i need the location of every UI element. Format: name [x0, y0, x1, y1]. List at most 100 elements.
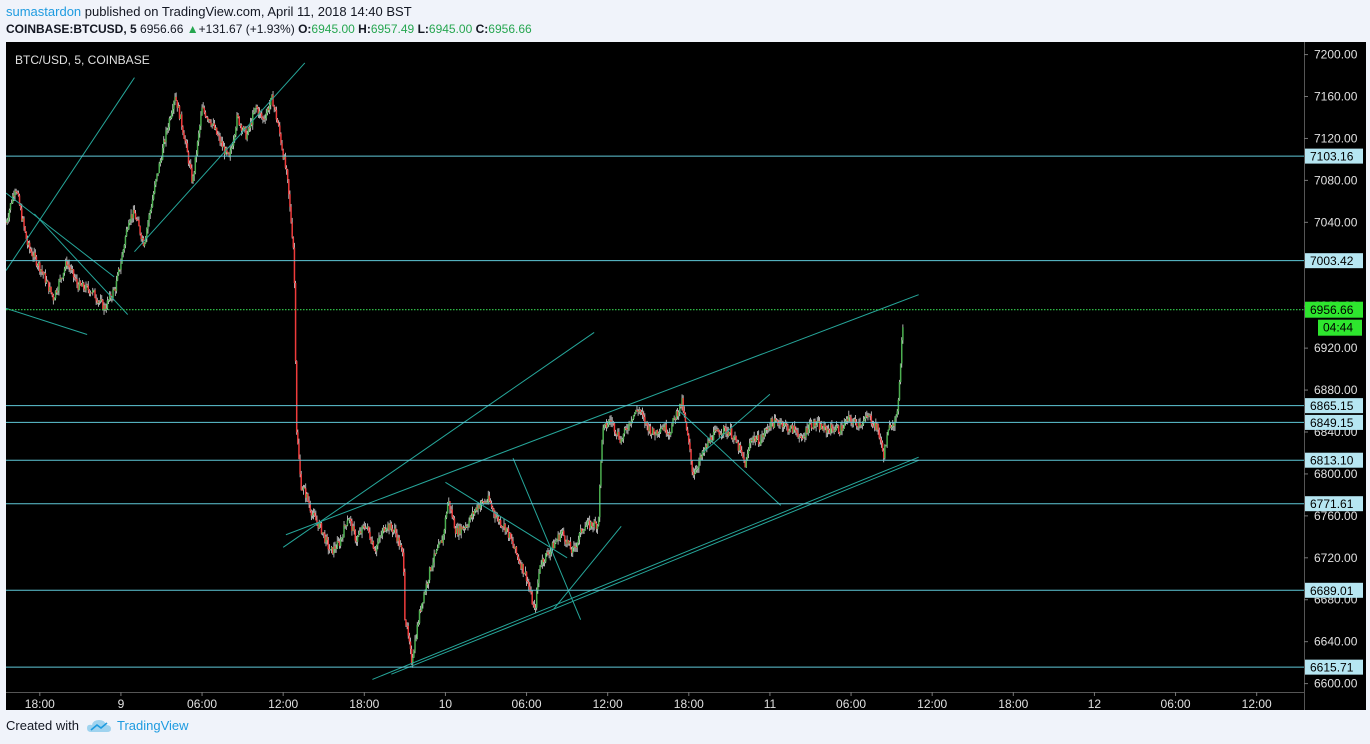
candle-body: [516, 553, 519, 557]
candle-body: [664, 424, 666, 431]
candle-body: [750, 440, 752, 444]
candle-body: [511, 538, 513, 541]
candle-body: [548, 554, 550, 556]
last-price-tag: [1305, 301, 1363, 318]
candle-body: [671, 425, 673, 433]
candle-body: [492, 507, 494, 509]
candle-body: [170, 113, 173, 119]
candle-body: [519, 561, 521, 564]
candle-body: [377, 542, 379, 546]
candle-body: [775, 420, 778, 422]
candle-body: [624, 428, 627, 430]
candle-body: [442, 534, 444, 544]
candle-body: [12, 195, 14, 203]
candle-body: [71, 269, 74, 271]
candle-body: [421, 603, 423, 611]
price-chart[interactable]: 6600.006640.006680.006720.006760.006800.…: [6, 42, 1366, 710]
candle-body: [622, 433, 625, 440]
candle-body: [488, 495, 491, 501]
candle-body: [798, 436, 800, 438]
candle-body: [452, 517, 455, 519]
y-tick-label: 6720.00: [1314, 551, 1358, 565]
candle-body: [417, 623, 420, 625]
candle-body: [135, 219, 138, 221]
candle-body: [541, 558, 544, 565]
candle-body: [508, 533, 511, 538]
candle-body: [227, 152, 229, 154]
candle-body: [24, 226, 26, 232]
candle-body: [728, 432, 731, 436]
candle-body: [418, 610, 421, 624]
candle-body: [688, 434, 690, 443]
candle-body: [6, 222, 7, 224]
candle-body: [202, 107, 204, 109]
candle-body: [64, 261, 67, 269]
candle-body: [360, 531, 362, 534]
candle-body: [108, 294, 111, 301]
candle-body: [122, 249, 124, 255]
candle-body: [326, 536, 328, 541]
candle-body: [6, 220, 8, 223]
candle-body: [499, 520, 502, 527]
candle-body: [558, 534, 560, 541]
candle-body: [532, 604, 535, 606]
candle-body: [583, 530, 585, 532]
candle-body: [537, 583, 539, 591]
candle-body: [212, 123, 215, 125]
candle-body: [264, 118, 266, 120]
candle-body: [416, 624, 419, 639]
author-link[interactable]: sumastardon: [6, 4, 82, 19]
candle-body: [685, 421, 688, 430]
candle-body: [372, 541, 375, 549]
candle-body: [267, 108, 270, 111]
candle-body: [753, 436, 755, 439]
candle-body: [529, 586, 531, 592]
candle-body: [89, 292, 92, 294]
candle-body: [591, 521, 593, 527]
candle-body: [597, 517, 600, 526]
candle-body: [49, 286, 51, 292]
candle-body: [584, 526, 586, 531]
candle-body: [101, 299, 103, 301]
y-tick-label: 6640.00: [1314, 635, 1358, 649]
trend-line: [6, 192, 115, 278]
candle-body: [485, 501, 487, 503]
candle-body: [73, 277, 76, 279]
candle-body: [302, 487, 305, 490]
candle-body: [435, 550, 438, 554]
candle-body: [431, 566, 433, 571]
candle-body: [495, 516, 497, 518]
candle-body: [677, 412, 680, 417]
candle-body: [477, 505, 479, 511]
candle-body: [574, 545, 576, 547]
candle-body: [712, 431, 715, 441]
candle-body: [121, 254, 123, 264]
candle-body: [19, 205, 22, 209]
candle-body: [466, 525, 468, 528]
candle-body: [694, 469, 697, 474]
candle-body: [811, 427, 814, 429]
candle-body: [368, 526, 370, 532]
candle-body: [310, 510, 313, 516]
candle-body: [596, 525, 599, 529]
candle-body: [553, 542, 556, 549]
chart-frame[interactable]: 6600.00 6640.00 6680.00 6720.00 6760.00 6800.…: [6, 42, 1366, 710]
tradingview-link[interactable]: TradingView: [116, 718, 189, 733]
candle-body: [496, 516, 499, 518]
candle-body: [244, 126, 246, 129]
candle-body: [339, 539, 342, 546]
candle-body: [246, 134, 248, 140]
candle-body: [884, 445, 886, 459]
candle-body: [877, 423, 879, 430]
candle-body: [99, 299, 102, 302]
candle-body: [754, 436, 757, 442]
candle-body: [774, 418, 777, 421]
candle-body: [830, 424, 832, 434]
candle-body: [455, 527, 458, 534]
candle-body: [779, 422, 781, 426]
y-tick-label: 6920.00: [1314, 341, 1358, 355]
candle-body: [250, 121, 253, 125]
candle-body: [565, 541, 567, 545]
candle-body: [727, 431, 729, 436]
y-tick-label: 7200.00: [1314, 48, 1358, 62]
